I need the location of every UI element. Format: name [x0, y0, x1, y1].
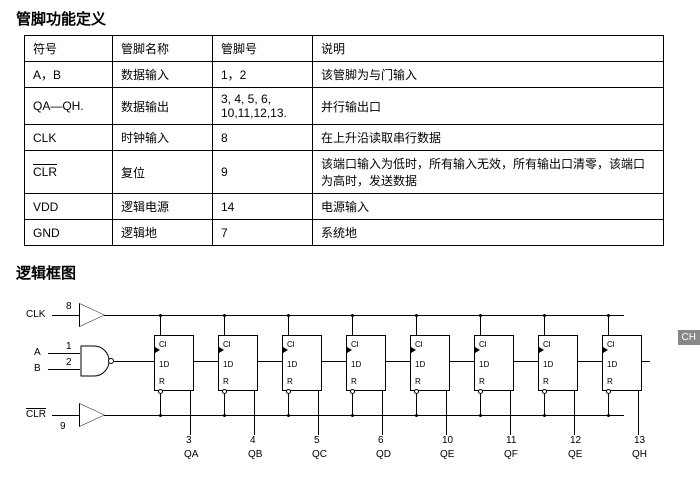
flipflop-qh: Cl1DR [602, 335, 642, 391]
clr-symbol: CLR [33, 165, 57, 179]
clr-bus [104, 415, 624, 416]
clk-pin: 8 [66, 301, 72, 312]
clk-buffer-icon [80, 304, 104, 326]
clr-buffer-icon [80, 404, 104, 426]
flipflop-qf: Cl1DR [474, 335, 514, 391]
table-row: A，B 数据输入 1，2 该管脚为与门输入 [25, 62, 664, 88]
out-name-qe: QE [568, 449, 582, 460]
th-pinno: 管脚号 [213, 36, 313, 62]
a-label: A [34, 347, 41, 358]
out-pin-qf: 11 [506, 435, 516, 446]
out-name-qd: QD [376, 449, 391, 460]
ch-side-tab[interactable]: CH [678, 330, 700, 345]
flipflop-qe: Cl1DR [538, 335, 578, 391]
table-row: CLR 复位 9 该端口输入为低时，所有输入无效，所有输出口清零，该端口为高时，… [25, 151, 664, 194]
th-desc: 说明 [313, 36, 664, 62]
out-name-qa: QA [184, 449, 198, 460]
pin-def-title: 管脚功能定义 [16, 8, 684, 29]
clr-pin: 9 [60, 421, 66, 432]
out-pin-qh: 13 [634, 435, 645, 446]
out-pin-qa: 3 [186, 435, 192, 446]
flipflop-qe: Cl1DR [410, 335, 450, 391]
out-name-qb: QB [248, 449, 262, 460]
clk-label: CLK [26, 309, 45, 320]
out-pin-qd: 6 [378, 435, 384, 446]
table-row: VDD 逻辑电源 14 电源输入 [25, 194, 664, 220]
a-pin: 1 [66, 341, 72, 352]
out-pin-qe: 10 [442, 435, 453, 446]
flipflop-qb: Cl1DR [218, 335, 258, 391]
pin-table: 符号 管脚名称 管脚号 说明 A，B 数据输入 1，2 该管脚为与门输入 QA—… [24, 35, 664, 246]
clr-label: CLR [26, 409, 46, 420]
flipflop-qa: Cl1DR [154, 335, 194, 391]
out-pin-qb: 4 [250, 435, 256, 446]
logic-diagram-title: 逻辑框图 [16, 262, 684, 283]
flipflop-qd: Cl1DR [346, 335, 386, 391]
out-pin-qc: 5 [314, 435, 320, 446]
table-row: GND 逻辑地 7 系统地 [25, 220, 664, 246]
out-name-qh: QH [632, 449, 647, 460]
out-name-qe: QE [440, 449, 454, 460]
table-row: QA—QH. 数据输出 3, 4, 5, 6, 10,11,12,13. 并行输… [25, 88, 664, 125]
flipflop-qc: Cl1DR [282, 335, 322, 391]
th-name: 管脚名称 [113, 36, 213, 62]
table-row: CLK 时钟输入 8 在上升沿读取串行数据 [25, 125, 664, 151]
logic-diagram: CLK 8 A 1 B 2 CLR 9 Cl1DR 3 QA Cl1DR 4 QB Cl1D… [26, 289, 686, 469]
b-pin: 2 [66, 357, 72, 368]
clk-bus [104, 315, 624, 316]
out-pin-qe: 12 [570, 435, 581, 446]
out-name-qc: QC [312, 449, 327, 460]
out-name-qf: QF [504, 449, 518, 460]
b-label: B [34, 363, 41, 374]
th-symbol: 符号 [25, 36, 113, 62]
table-header-row: 符号 管脚名称 管脚号 说明 [25, 36, 664, 62]
nand-gate-icon [80, 345, 114, 377]
